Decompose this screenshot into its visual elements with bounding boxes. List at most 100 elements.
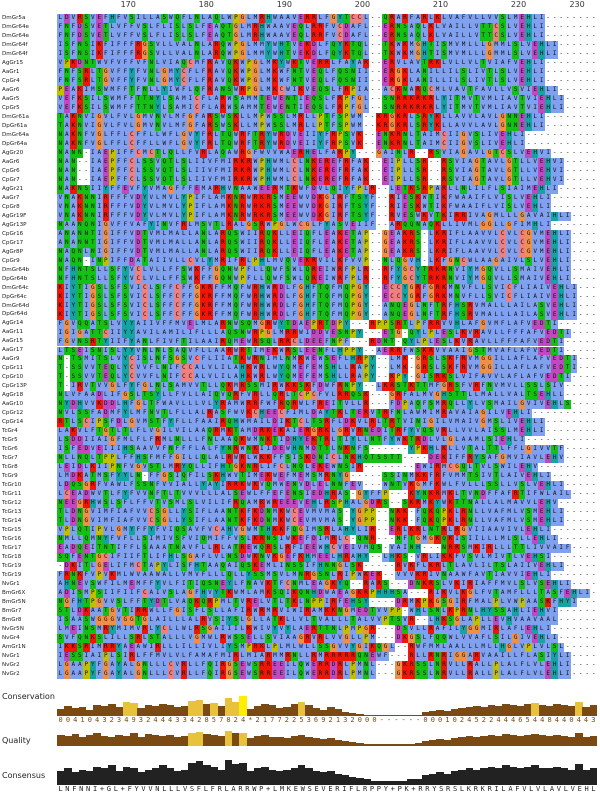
- alignment-row[interactable]: FNFDSVETLVFFVSLFLISLSLFEAQTGLMRHWAAVEQLR…: [57, 23, 597, 32]
- alignment-row[interactable]: T-SSVVTEQLYCVVFLNIFCCALVLILAHKWRLWYQMEFE…: [57, 364, 597, 373]
- sequence-name[interactable]: TcGr6: [2, 445, 56, 454]
- sequence-name[interactable]: CpGr9: [2, 257, 56, 266]
- sequence-name[interactable]: TcGr16: [2, 535, 56, 544]
- sequence-name[interactable]: DmGr61a: [2, 113, 56, 122]
- sequence-name[interactable]: TcGr19: [2, 562, 56, 571]
- alignment-row[interactable]: RTLSCIPSFDLGVMSTFYFLLFAAIRQHWMAILDIKTCLT…: [57, 418, 597, 427]
- alignment-row[interactable]: NMLLQMNYFVFLLSIMIVSFVIQMIFFVSLKRNSIWKEFD…: [57, 535, 597, 544]
- sequence-name[interactable]: NvGr2: [2, 661, 56, 670]
- sequence-name[interactable]: TcGr5: [2, 436, 56, 445]
- sequence-name[interactable]: AgGr19F: [2, 212, 56, 221]
- sequence-name[interactable]: AgGr13P: [2, 221, 56, 230]
- sequence-name[interactable]: TcGr4: [2, 427, 56, 436]
- sequence-name[interactable]: CpGr16: [2, 230, 56, 239]
- sequence-name[interactable]: CpGr17: [2, 239, 56, 248]
- sequence-name[interactable]: AaGr7: [2, 194, 56, 203]
- sequence-name[interactable]: CpGr5: [2, 104, 56, 113]
- sequence-name[interactable]: DmGr64c: [2, 284, 56, 293]
- alignment-row[interactable]: ISFEDVEIIIHSAAVVFNFFFLALFYNRWNKIIDEWHNMD…: [57, 445, 597, 454]
- sequence-name[interactable]: AaGr17: [2, 346, 56, 355]
- sequence-name[interactable]: DpGr64c: [2, 293, 56, 302]
- alignment-row[interactable]: NYDHVVKDDLHFGLTFWAVLLLVLYRAMWRRFWFRQRWLF…: [57, 400, 597, 409]
- sequence-name[interactable]: CpGr8: [2, 203, 56, 212]
- sequence-name[interactable]: TcGr18: [2, 553, 56, 562]
- alignment-row[interactable]: TLDNGVIMFIAFVVCSGLLYSIFLAANTKFKDNMKWCEVM…: [57, 508, 597, 517]
- sequence-name[interactable]: AaGr9: [2, 355, 56, 364]
- sequence-name[interactable]: TcGr9: [2, 472, 56, 481]
- sequence-name[interactable]: AaGr6: [2, 86, 56, 95]
- sequence-name[interactable]: CpGr7: [2, 176, 56, 185]
- sequence-name[interactable]: CpGr10: [2, 373, 56, 382]
- sequence-name[interactable]: AgGr20: [2, 149, 56, 158]
- sequence-name[interactable]: DmGr64e: [2, 23, 56, 32]
- alignment-row[interactable]: LEIDLKIIPNFVGVSTLMRYQLLIFHTGKNRLIFCLNQLE…: [57, 463, 597, 472]
- sequence-name[interactable]: CpGr13P: [2, 382, 56, 391]
- alignment-row[interactable]: N-TSMITSLVYCISLNFSGSVCFLIIATKWRNIMLNMKWE…: [57, 355, 597, 364]
- alignment-row[interactable]: VPLQTIPVLGMYFFYFVIQSAVFVCAHVGWMTHKKFQGIM…: [57, 526, 597, 535]
- sequence-name[interactable]: AaGr11: [2, 328, 56, 337]
- sequence-name[interactable]: DmGr64e: [2, 32, 56, 41]
- sequence-name[interactable]: DpGr64a: [2, 140, 56, 149]
- sequence-name[interactable]: AgGr14: [2, 319, 56, 328]
- sequence-name[interactable]: AgGr18: [2, 391, 56, 400]
- sequence-name[interactable]: CpGr14: [2, 418, 56, 427]
- sequence-name[interactable]: TcGr11: [2, 490, 56, 499]
- sequence-name[interactable]: TcGr17: [2, 544, 56, 553]
- alignment-row[interactable]: LSDDIIAIGFMLFLFRMLNLLLFNLAAQKWMNKTIDHYEK…: [57, 436, 597, 445]
- sequence-name[interactable]: DmGr5a: [2, 14, 56, 23]
- alignment-row[interactable]: NAQNLNIGIFFVDTVMLMALLANLARQSWIIRQKLLEIQF…: [57, 248, 597, 257]
- sequence-name[interactable]: DmGr64d: [2, 302, 56, 311]
- sequence-name[interactable]: DmGr64f: [2, 50, 56, 59]
- sequence-name[interactable]: NvGr1: [2, 580, 56, 589]
- sequence-name[interactable]: TcGr14: [2, 517, 56, 526]
- sequence-name[interactable]: CpGr11: [2, 364, 56, 373]
- sequence-name[interactable]: TcGr8: [2, 463, 56, 472]
- sequence-name[interactable]: AaGr15: [2, 337, 56, 346]
- alignment-row[interactable]: LDQSGRFVAWLFSSNFVVIALLYAYIRRKWKVQMWENVDL…: [57, 481, 597, 490]
- sequence-name[interactable]: DmGr64b: [2, 266, 56, 275]
- sequence-name[interactable]: TcGr7: [2, 454, 56, 463]
- alignment-row[interactable]: LAKVLFTGTLTLFLVGILVILAAQRMKTAMDRKEKAIERG…: [57, 427, 597, 436]
- alignment-row[interactable]: T-SSVVTEQLYCVVFLNIFCCALVLILAHKWRLWYQMEFE…: [57, 373, 597, 382]
- alignment-row[interactable]: T-IRVTVVGLFYFGLNLSAMVVTLLQKMRSSMIRWKKSKF…: [57, 382, 597, 391]
- sequence-name[interactable]: CpGr6: [2, 167, 56, 176]
- alignment-row[interactable]: NEEGRHWSLSFLFFVTVSMLSLVILIFRQAMKWREEEVEH…: [57, 499, 597, 508]
- sequence-name[interactable]: NvGr4: [2, 634, 56, 643]
- sequence-name[interactable]: TcGr12: [2, 499, 56, 508]
- sequence-name[interactable]: TcGr10: [2, 481, 56, 490]
- sequence-name[interactable]: TcGr15: [2, 526, 56, 535]
- sequence-name[interactable]: DmGr64f: [2, 41, 56, 50]
- sequence-name[interactable]: AaGr6: [2, 158, 56, 167]
- sequence-name[interactable]: NvGr5N: [2, 625, 56, 634]
- sequence-name[interactable]: NvGr2: [2, 670, 56, 679]
- sequence-name[interactable]: CpGr4: [2, 77, 56, 86]
- sequence-name[interactable]: DpGr64b: [2, 275, 56, 284]
